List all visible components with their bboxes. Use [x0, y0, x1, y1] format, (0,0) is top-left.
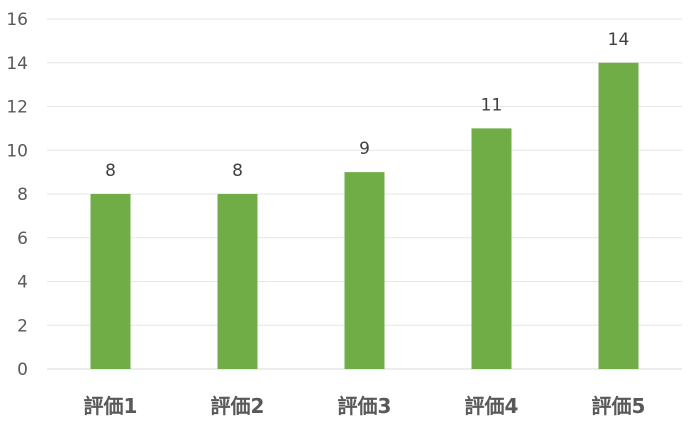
y-tick-label: 4: [17, 273, 28, 293]
data-label: 11: [481, 95, 503, 115]
y-tick-label: 14: [6, 54, 28, 74]
y-tick-label: 16: [6, 10, 28, 30]
bar: [344, 172, 385, 369]
y-tick-label: 8: [17, 185, 28, 205]
y-axis-ticks: 0 2 4 6 8 10 12 14 16: [6, 10, 28, 380]
y-tick-label: 2: [17, 316, 28, 336]
category-label: 評価2: [211, 394, 265, 418]
y-tick-label: 6: [17, 229, 28, 249]
data-label: 9: [359, 139, 370, 159]
x-axis-categories: 評価1 評価2 評価3 評価4 評価5: [84, 394, 646, 418]
y-tick-label: 0: [17, 360, 28, 380]
data-labels: 8 8 9 11 14: [105, 30, 629, 181]
category-label: 評価1: [84, 394, 138, 418]
bars: [90, 62, 639, 369]
category-label: 評価3: [338, 394, 392, 418]
bar: [471, 128, 512, 369]
y-tick-label: 12: [6, 98, 28, 118]
bar: [90, 194, 131, 369]
data-label: 14: [608, 30, 630, 50]
category-label: 評価4: [465, 394, 519, 418]
bar: [217, 194, 258, 369]
data-label: 8: [232, 161, 243, 181]
y-tick-label: 10: [6, 141, 28, 161]
category-label: 評価5: [592, 394, 646, 418]
bar: [598, 62, 639, 369]
data-label: 8: [105, 161, 116, 181]
